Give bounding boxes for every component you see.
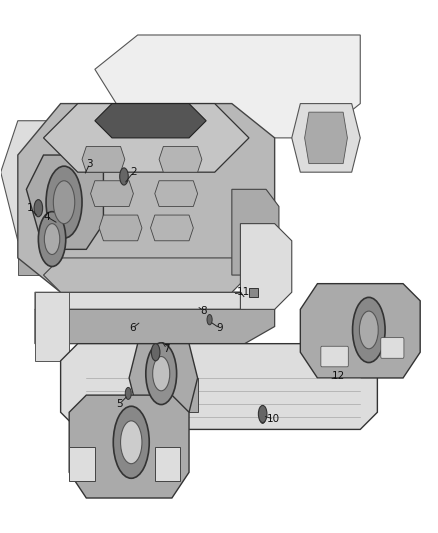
Polygon shape <box>26 155 103 249</box>
Polygon shape <box>43 103 249 172</box>
Circle shape <box>125 387 131 399</box>
Polygon shape <box>69 447 95 481</box>
Polygon shape <box>240 224 292 309</box>
Polygon shape <box>35 292 275 344</box>
Circle shape <box>258 406 267 423</box>
Text: 1: 1 <box>26 203 33 213</box>
Text: 8: 8 <box>201 306 207 316</box>
Polygon shape <box>1 121 86 241</box>
Text: 11: 11 <box>237 287 251 297</box>
Polygon shape <box>18 224 60 275</box>
Polygon shape <box>155 447 180 481</box>
Circle shape <box>39 212 66 266</box>
Circle shape <box>44 224 60 254</box>
Polygon shape <box>43 258 249 292</box>
Polygon shape <box>35 275 275 309</box>
Polygon shape <box>91 181 134 206</box>
Polygon shape <box>129 344 198 412</box>
Text: 10: 10 <box>267 414 280 424</box>
Circle shape <box>360 311 378 349</box>
FancyBboxPatch shape <box>321 346 348 367</box>
Circle shape <box>153 357 170 391</box>
Polygon shape <box>82 147 125 172</box>
Circle shape <box>120 168 128 185</box>
Polygon shape <box>159 147 202 172</box>
Text: 12: 12 <box>332 372 345 381</box>
Circle shape <box>207 314 212 325</box>
Polygon shape <box>60 344 378 430</box>
Text: 9: 9 <box>216 323 223 333</box>
Polygon shape <box>151 215 193 241</box>
FancyBboxPatch shape <box>381 338 404 358</box>
Circle shape <box>152 344 160 361</box>
Circle shape <box>53 181 75 224</box>
Polygon shape <box>35 292 69 361</box>
Polygon shape <box>232 189 279 275</box>
Polygon shape <box>18 103 275 292</box>
Text: 4: 4 <box>44 212 50 222</box>
Circle shape <box>46 166 82 238</box>
Text: 5: 5 <box>117 399 123 409</box>
Polygon shape <box>292 103 360 172</box>
Text: 6: 6 <box>129 323 136 333</box>
Polygon shape <box>69 395 189 498</box>
Circle shape <box>113 406 149 478</box>
Text: 2: 2 <box>130 167 137 177</box>
Text: 7: 7 <box>163 344 170 354</box>
Circle shape <box>120 421 142 464</box>
Polygon shape <box>300 284 420 378</box>
Polygon shape <box>146 378 198 412</box>
Polygon shape <box>99 215 142 241</box>
Polygon shape <box>249 288 258 296</box>
Circle shape <box>146 343 177 405</box>
Text: 3: 3 <box>86 159 93 168</box>
Circle shape <box>260 411 266 423</box>
Polygon shape <box>155 181 198 206</box>
Circle shape <box>353 297 385 362</box>
Polygon shape <box>95 103 206 138</box>
Polygon shape <box>304 112 347 164</box>
Circle shape <box>34 200 42 217</box>
Polygon shape <box>95 35 360 138</box>
